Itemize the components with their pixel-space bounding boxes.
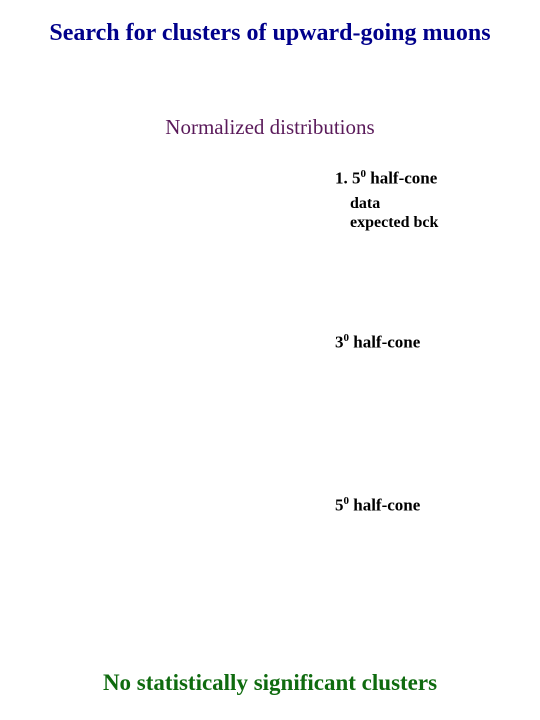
cone-label-2-prefix: 3 [335,333,344,352]
cone-label-1-suffix: half-cone [366,169,437,188]
cone-label-3-suffix: half-cone [349,496,420,515]
cone-label-2-suffix: half-cone [349,333,420,352]
cone-label-2: 30 half-cone [335,332,420,353]
legend-expected-bck: expected bck [350,214,438,232]
legend-data: data [350,195,380,213]
cone-label-3: 50 half-cone [335,495,420,516]
page-subtitle: Normalized distributions [0,115,540,140]
cone-label-1-prefix: 1. 5 [335,169,361,188]
page-title: Search for clusters of upward-going muon… [0,20,540,47]
cone-label-3-prefix: 5 [335,496,344,515]
cone-label-1: 1. 50 half-cone [335,168,437,189]
slide-page: Search for clusters of upward-going muon… [0,0,540,720]
conclusion-text: No statistically significant clusters [0,670,540,696]
